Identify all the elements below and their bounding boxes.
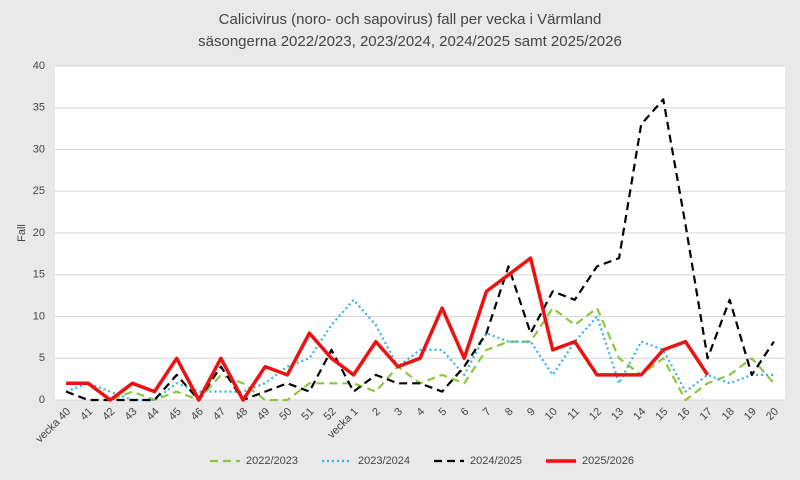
y-tick-label: 30 xyxy=(33,143,45,155)
y-tick-label: 35 xyxy=(33,102,45,114)
series-line xyxy=(65,98,775,402)
legend-label: 2023/2024 xyxy=(358,455,410,467)
y-tick-label: 15 xyxy=(33,269,45,281)
chart-subtitle: säsongerna 2022/2023, 2023/2024, 2024/20… xyxy=(198,33,622,50)
series-line xyxy=(65,298,774,402)
y-axis-label: Fall xyxy=(16,224,28,242)
series-line xyxy=(66,256,710,402)
legend-label: 2022/2023 xyxy=(246,455,298,467)
y-tick-label: 25 xyxy=(33,185,45,197)
y-tick-label: 40 xyxy=(33,60,45,72)
legend-label: 2025/2026 xyxy=(582,455,634,467)
y-tick-label: 20 xyxy=(33,227,45,239)
y-tick-label: 10 xyxy=(33,310,45,322)
y-tick-label: 5 xyxy=(39,352,45,364)
legend-label: 2024/2025 xyxy=(470,455,522,467)
chart-title: Calicivirus (noro- och sapovirus) fall p… xyxy=(219,11,602,28)
y-tick-label: 0 xyxy=(39,394,45,406)
